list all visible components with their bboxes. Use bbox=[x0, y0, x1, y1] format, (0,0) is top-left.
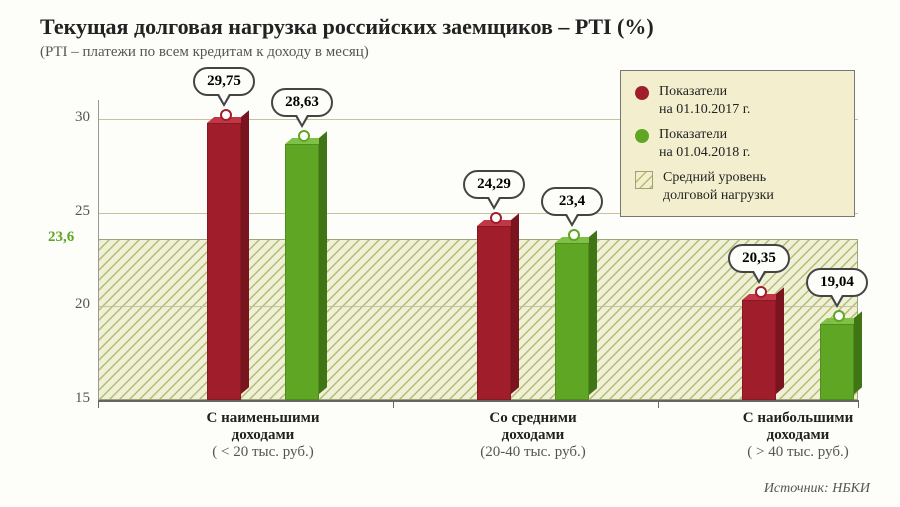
legend-text: Средний уровеньдолговой нагрузки bbox=[663, 169, 774, 204]
category-label: С наименьшимидоходами( < 20 тыс. руб.) bbox=[163, 410, 363, 461]
source-text: Источник: НБКИ bbox=[764, 481, 870, 497]
x-tick bbox=[98, 400, 99, 408]
x-tick bbox=[393, 400, 394, 408]
legend-swatch bbox=[635, 86, 649, 100]
bar bbox=[820, 324, 854, 400]
bar bbox=[285, 144, 319, 400]
bar bbox=[207, 123, 241, 400]
category-label: Со среднимидоходами(20-40 тыс. руб.) bbox=[433, 410, 633, 461]
y-tick-label: 30 bbox=[50, 109, 90, 126]
avg-line-label: 23,6 bbox=[48, 229, 74, 246]
y-tick-label: 15 bbox=[50, 390, 90, 407]
chart-area: 1520253023,629,7528,63С наименьшимидоход… bbox=[40, 80, 860, 450]
value-callout: 23,4 bbox=[541, 187, 603, 222]
value-callout: 24,29 bbox=[463, 170, 525, 205]
category-label: С наибольшимидоходами( > 40 тыс. руб.) bbox=[698, 410, 898, 461]
y-tick-label: 20 bbox=[50, 296, 90, 313]
bar-marker bbox=[490, 212, 502, 224]
legend-text: Показателина 01.10.2017 г. bbox=[659, 83, 750, 118]
legend-item: Показателина 01.10.2017 г. bbox=[635, 83, 840, 118]
legend-swatch bbox=[635, 129, 649, 143]
bar bbox=[742, 300, 776, 400]
value-callout: 19,04 bbox=[806, 268, 868, 303]
x-tick bbox=[858, 400, 859, 408]
legend-text: Показателина 01.04.2018 г. bbox=[659, 126, 750, 161]
x-tick bbox=[658, 400, 659, 408]
legend-item: Показателина 01.04.2018 г. bbox=[635, 126, 840, 161]
chart-subtitle: (PTI – платежи по всем кредитам к доходу… bbox=[40, 44, 369, 61]
bar-marker bbox=[568, 229, 580, 241]
y-tick-label: 25 bbox=[50, 203, 90, 220]
value-callout: 29,75 bbox=[193, 67, 255, 102]
legend-hatch-swatch bbox=[635, 171, 653, 189]
value-callout: 28,63 bbox=[271, 88, 333, 123]
y-axis bbox=[98, 100, 99, 400]
chart-title: Текущая долговая нагрузка российских зае… bbox=[40, 14, 654, 40]
bar bbox=[477, 226, 511, 400]
legend-item: Средний уровеньдолговой нагрузки bbox=[635, 169, 840, 204]
legend: Показателина 01.10.2017 г. Показателина 0… bbox=[620, 70, 855, 217]
bar-marker bbox=[755, 286, 767, 298]
value-callout: 20,35 bbox=[728, 244, 790, 279]
x-axis bbox=[98, 400, 858, 402]
bar bbox=[555, 243, 589, 401]
